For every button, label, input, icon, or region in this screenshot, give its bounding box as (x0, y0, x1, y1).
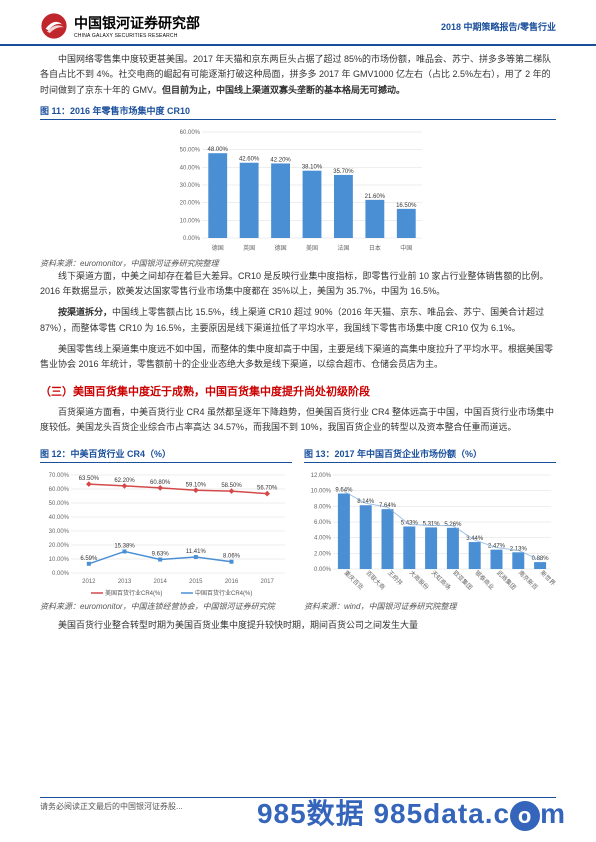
svg-text:银泰商业: 银泰商业 (473, 569, 496, 592)
svg-text:40.00%: 40.00% (49, 515, 70, 521)
svg-text:4.00%: 4.00% (314, 536, 332, 542)
paragraph-3: 按渠道拆分，中国线上零售额占比 15.5%，线上渠道 CR10 超过 90%（2… (40, 305, 556, 336)
svg-text:2014: 2014 (153, 579, 167, 585)
p3-bold: 按渠道拆分， (58, 307, 112, 317)
svg-text:中国百货行业CR4(%): 中国百货行业CR4(%) (195, 589, 252, 597)
svg-text:42.20%: 42.20% (270, 157, 291, 163)
page-header: 中国银河证券研究部 CHINA GALAXY SECURITIES RESEAR… (0, 0, 596, 46)
svg-text:63.50%: 63.50% (79, 476, 100, 482)
svg-text:10.00%: 10.00% (180, 218, 201, 224)
svg-text:20.00%: 20.00% (49, 543, 70, 549)
svg-text:8.00%: 8.00% (314, 505, 332, 511)
svg-text:德国: 德国 (212, 244, 224, 252)
svg-text:2017: 2017 (260, 579, 274, 585)
chart13-source: 资料来源：wind，中国银河证券研究院整理 (304, 601, 556, 612)
svg-text:天虹商场: 天虹商场 (430, 569, 453, 592)
svg-text:美国百货行业CR4(%): 美国百货行业CR4(%) (105, 589, 162, 597)
svg-text:新世界: 新世界 (539, 569, 556, 587)
svg-text:重庆百货: 重庆百货 (342, 569, 365, 592)
svg-text:11.41%: 11.41% (186, 549, 207, 555)
svg-text:0.00%: 0.00% (183, 236, 201, 242)
watermark-bump-icon: o (510, 801, 540, 831)
svg-text:英国: 英国 (243, 244, 255, 252)
paragraph-6: 美国百货行业整合转型时期为美国百货业集中度提升较快时期，期间百货公司之间发生大量 (40, 618, 556, 633)
svg-text:日本: 日本 (369, 244, 381, 252)
svg-text:王府井: 王府井 (386, 569, 404, 587)
chart11-bar-chart: 0.00% 10.00% 20.00% 30.00% 40.00% 50.00% 60.00… (40, 124, 556, 254)
paragraph-5: 百货渠道方面看，中美百货行业 CR4 虽然都呈逐年下降趋势，但美国百货行业 CR… (40, 405, 556, 436)
svg-text:38.10%: 38.10% (302, 165, 323, 171)
chart11-source: 资料来源：euromonitor，中国银河证券研究院整理 (40, 258, 556, 269)
svg-text:大商股份: 大商股份 (408, 569, 431, 592)
svg-text:12.00%: 12.00% (311, 473, 332, 479)
svg-text:10.00%: 10.00% (311, 489, 332, 495)
logo-text-cn: 中国银河证券研究部 (74, 13, 200, 33)
svg-text:56.70%: 56.70% (257, 486, 278, 492)
svg-text:2015: 2015 (189, 579, 203, 585)
watermark-text: 985数据 985data.c (257, 798, 510, 829)
svg-text:50.00%: 50.00% (180, 148, 201, 154)
svg-text:16.50%: 16.50% (396, 203, 417, 209)
svg-text:5.31%: 5.31% (423, 522, 441, 528)
svg-text:0.00%: 0.00% (52, 571, 70, 577)
svg-text:9.64%: 9.64% (335, 488, 353, 494)
svg-text:德国: 德国 (275, 244, 287, 252)
paragraph-2: 线下渠道方面，中美之间却存在着巨大差异。CR10 是反映行业集中度指标，即零售行… (40, 269, 556, 300)
p3-text: 中国线上零售额占比 15.5%，线上渠道 CR10 超过 90%（2016 年天… (40, 307, 544, 332)
section-3-heading: （三）美国百货集中度近于成熟，中国百货集中度提升尚处初级阶段 (40, 383, 556, 399)
chart12-title: 图 12：中美百货行业 CR4（%） (40, 447, 292, 463)
svg-text:5.43%: 5.43% (401, 521, 419, 527)
svg-text:30.00%: 30.00% (49, 529, 70, 535)
svg-text:南京新百: 南京新百 (517, 569, 540, 592)
chart13-bar-chart: 0.00% 2.00% 4.00% 6.00% 8.00% 10.00% 12.00% 9.6… (304, 467, 556, 597)
svg-text:8.06%: 8.06% (223, 554, 241, 560)
chart13-title: 图 13：2017 年中国百货企业市场份额（%） (304, 447, 556, 463)
galaxy-logo-icon (40, 12, 68, 40)
svg-text:20.00%: 20.00% (180, 201, 201, 207)
svg-text:62.20%: 62.20% (114, 478, 135, 484)
svg-text:3.44%: 3.44% (466, 536, 484, 542)
svg-text:美国: 美国 (306, 244, 318, 252)
svg-text:35.70%: 35.70% (333, 169, 354, 175)
svg-text:0.00%: 0.00% (314, 567, 332, 573)
svg-text:60.80%: 60.80% (150, 480, 171, 486)
chart12-source: 资料来源：euromonitor，中国连锁经营协会，中国银河证券研究院 (40, 601, 292, 612)
svg-text:48.00%: 48.00% (208, 147, 229, 153)
svg-text:欧亚集团: 欧亚集团 (451, 569, 474, 592)
watermark-tail: m (540, 798, 566, 829)
p1-bold: 但目前为止，中国线上渠道双寡头垄断的基本格局无可撼动。 (162, 85, 405, 95)
svg-text:30.00%: 30.00% (180, 183, 201, 189)
svg-text:中国: 中国 (400, 244, 412, 252)
svg-text:40.00%: 40.00% (180, 165, 201, 171)
logo-text-en: CHINA GALAXY SECURITIES RESEARCH (74, 33, 200, 39)
svg-text:15.38%: 15.38% (114, 544, 135, 550)
chart11-title: 图 11：2016 年零售市场集中度 CR10 (40, 104, 556, 120)
svg-text:9.63%: 9.63% (152, 552, 170, 558)
report-title: 2018 中期策略报告/零售行业 (441, 20, 556, 33)
svg-text:2.00%: 2.00% (314, 552, 332, 558)
svg-text:58.50%: 58.50% (221, 483, 242, 489)
svg-text:2012: 2012 (82, 579, 96, 585)
svg-text:10.00%: 10.00% (49, 557, 70, 563)
chart12-line-chart: 0.00% 10.00% 20.00% 30.00% 40.00% 50.00% 60.00… (40, 467, 292, 597)
svg-text:5.26%: 5.26% (444, 522, 462, 528)
svg-text:59.10%: 59.10% (186, 483, 207, 489)
svg-text:70.00%: 70.00% (49, 473, 70, 479)
paragraph-1: 中国网络零售集中度较更甚美国。2017 年天猫和京东两巨头占据了超过 85%的市… (40, 52, 556, 98)
svg-text:法国: 法国 (337, 244, 349, 252)
svg-text:百联大商: 百联大商 (364, 569, 387, 592)
logo-block: 中国银河证券研究部 CHINA GALAXY SECURITIES RESEAR… (40, 12, 200, 40)
svg-text:武商集团: 武商集团 (495, 569, 518, 592)
svg-text:6.00%: 6.00% (314, 520, 332, 526)
content-area: 中国网络零售集中度较更甚美国。2017 年天猫和京东两巨头占据了超过 85%的市… (0, 46, 596, 634)
watermark: 985数据 985data.com (257, 792, 566, 832)
svg-text:21.60%: 21.60% (365, 194, 386, 200)
svg-text:50.00%: 50.00% (49, 501, 70, 507)
svg-text:2016: 2016 (225, 579, 239, 585)
svg-text:2013: 2013 (118, 579, 132, 585)
paragraph-4: 美国零售线上渠道集中度远不如中国，而整体的集中度却高于中国，主要是线下渠道的高集… (40, 342, 556, 373)
svg-text:42.60%: 42.60% (239, 157, 260, 163)
svg-text:60.00%: 60.00% (49, 487, 70, 493)
svg-text:60.00%: 60.00% (180, 130, 201, 136)
